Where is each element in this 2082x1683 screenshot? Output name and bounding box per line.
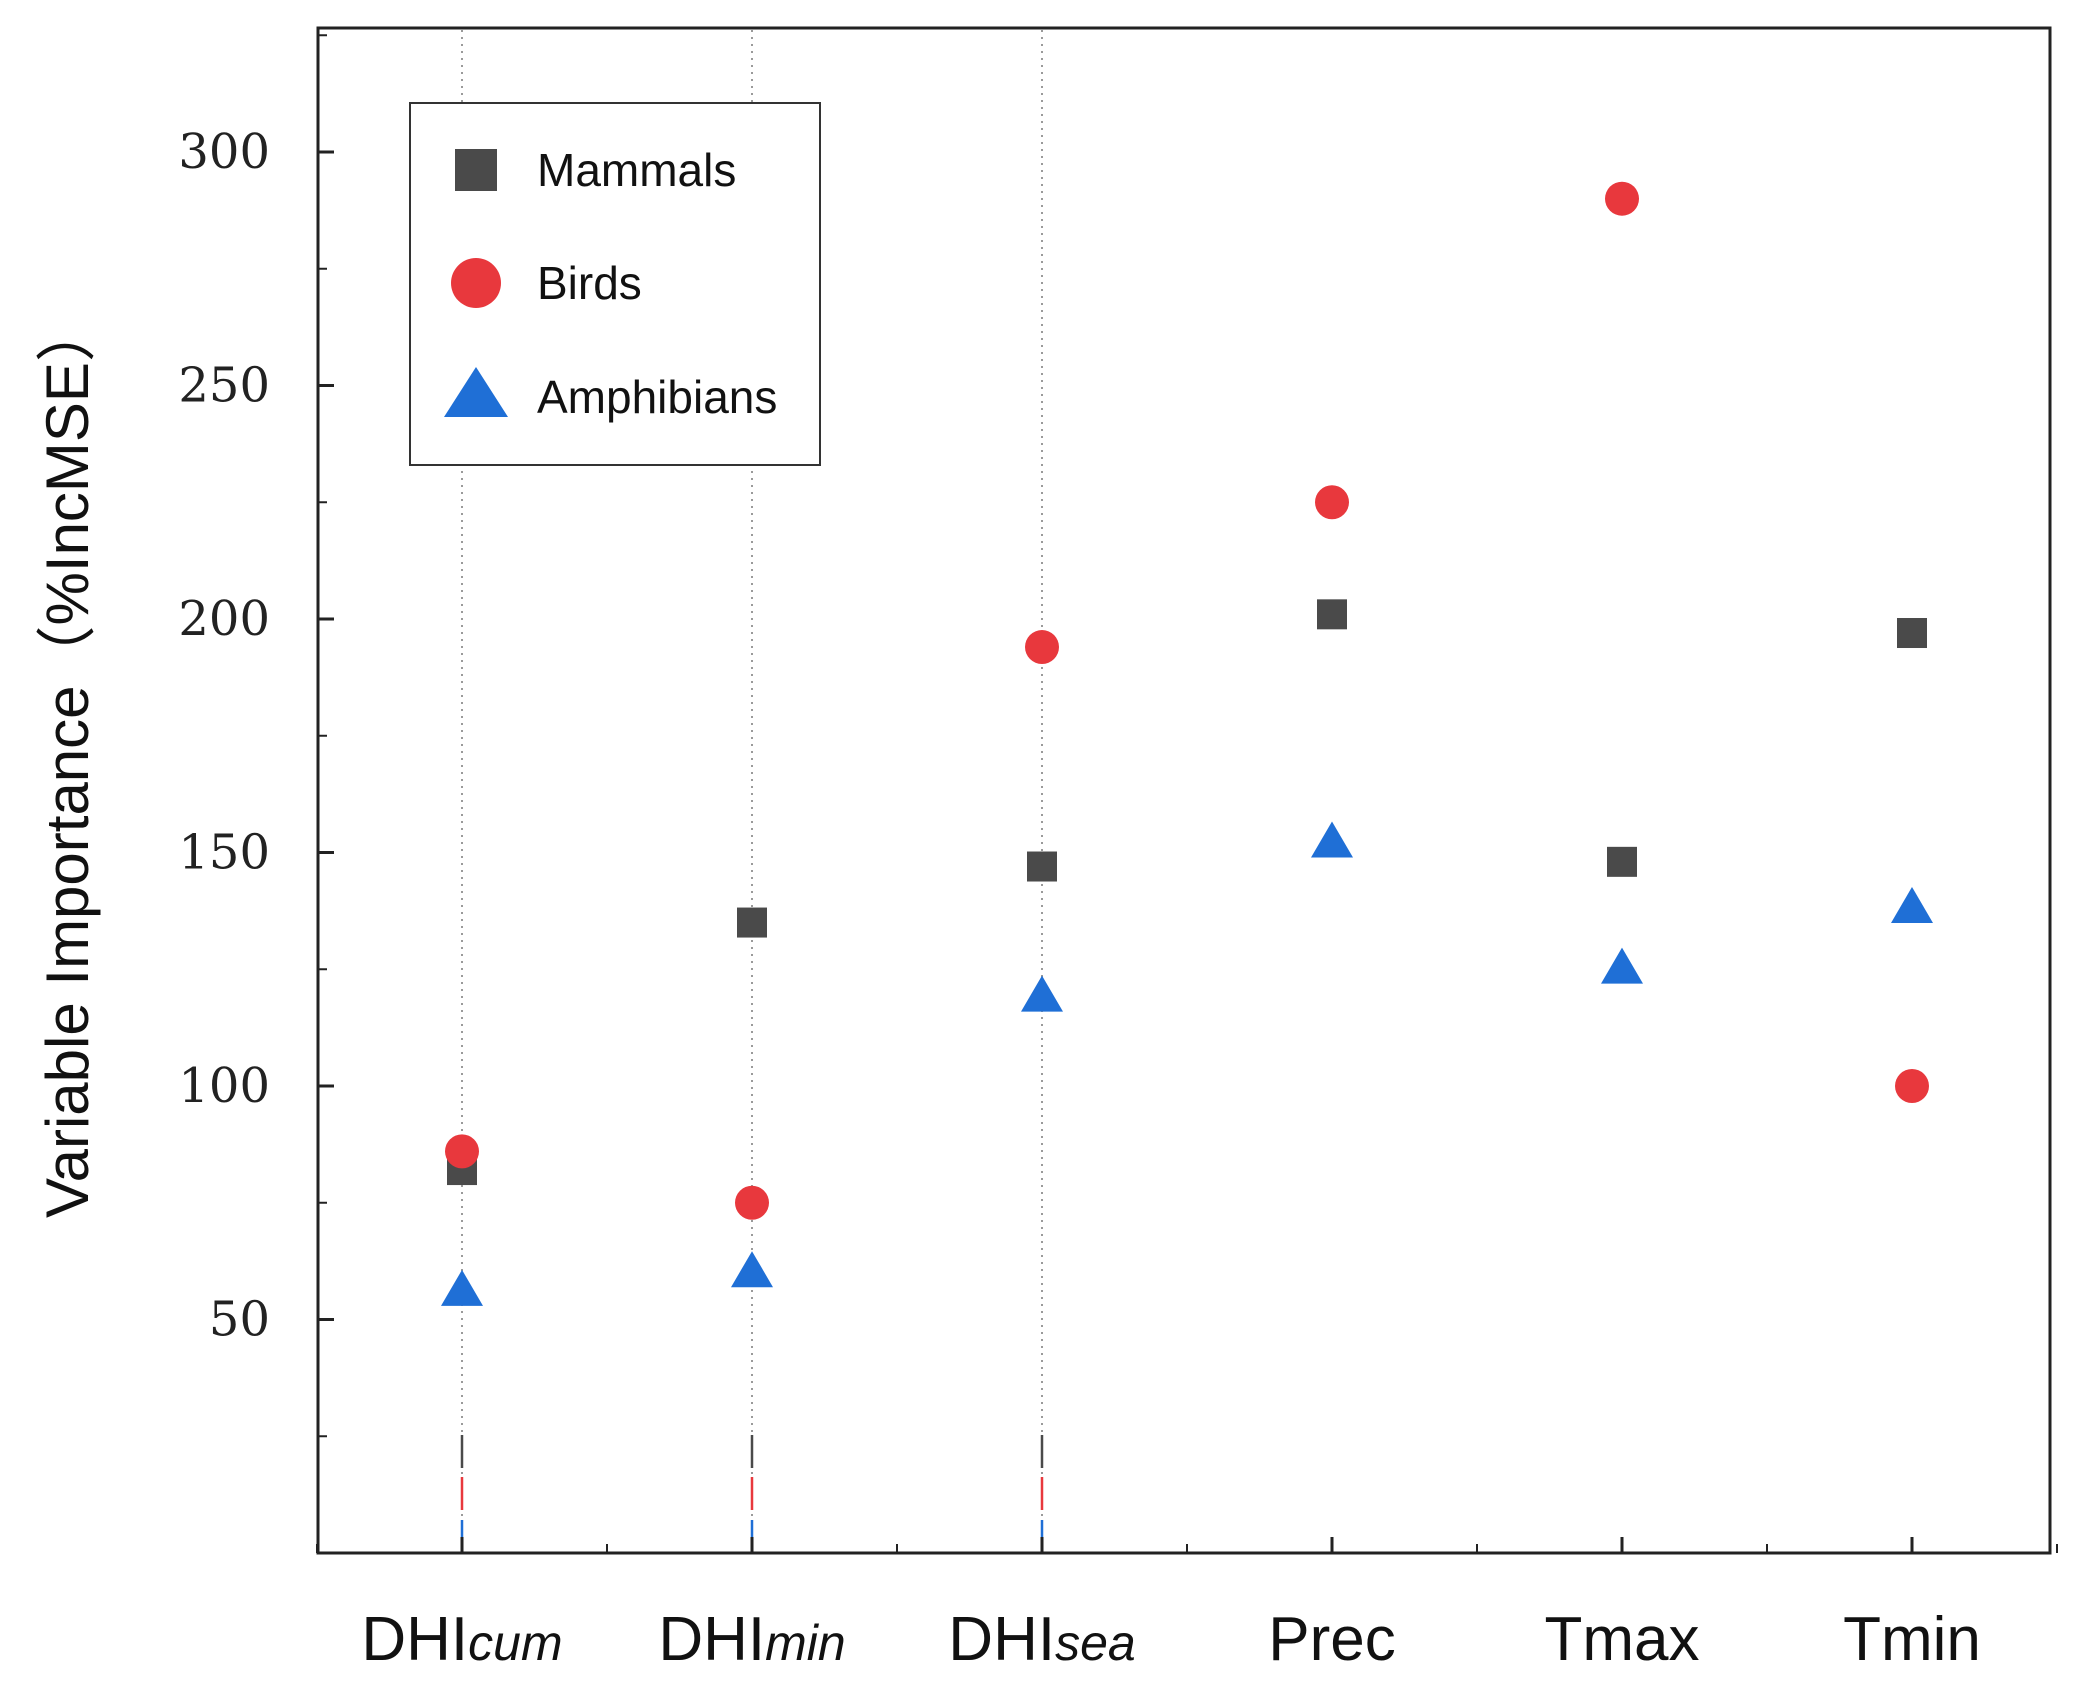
legend-marker-birds [451,258,501,308]
y-tick-label: 300 [178,124,270,180]
birds-point [1895,1069,1929,1103]
birds-point [1025,630,1059,665]
x-tick-label: DHIcum [361,1605,562,1674]
y-tick-label: 250 [178,358,270,414]
amphibians-point [731,1251,773,1288]
amphibians-point [1311,821,1353,858]
plot-frame [316,26,2052,1555]
birds-point [735,1185,769,1220]
legend-label-birds: Birds [537,257,642,309]
x-tick-label: DHIsea [948,1605,1135,1674]
legend-marker-amphibians [444,367,508,417]
amphibians-point [1601,947,1643,984]
mammals-point [737,907,767,938]
y-axis: 50 100 150 200 250 300 [178,34,334,1438]
y-tick-label: 50 [209,1292,270,1348]
mammals-point [1317,599,1347,630]
x-tick-label: Prec [1268,1605,1395,1674]
y-axis-label: Variable Importance（%IncMSE） [34,302,101,1218]
data-points [441,181,1933,1306]
birds-point [1605,181,1639,216]
amphibians-point [441,1269,483,1306]
birds-point [445,1134,479,1169]
x-axis: DHIcum DHImin DHIsea Prec Tmax Tmin [316,1537,2058,1674]
legend-marker-mammals [455,149,497,191]
amphibians-point [1021,975,1063,1012]
y-tick-label: 100 [178,1058,270,1114]
mammals-point [1027,851,1057,882]
x-tick-label: Tmax [1545,1605,1700,1674]
legend-label-mammals: Mammals [537,144,736,196]
mammals-point [1607,846,1637,877]
amphibians-point [1891,886,1933,923]
x-tick-label: Tmin [1843,1605,1981,1674]
y-tick-label: 150 [178,825,270,881]
birds-point [1315,485,1349,520]
mammals-point [1897,618,1927,649]
legend-label-amphibians: Amphibians [537,371,777,423]
y-tick-label: 200 [178,591,270,647]
legend: Mammals Birds Amphibians [409,102,821,466]
x-tick-label: DHImin [658,1605,845,1674]
